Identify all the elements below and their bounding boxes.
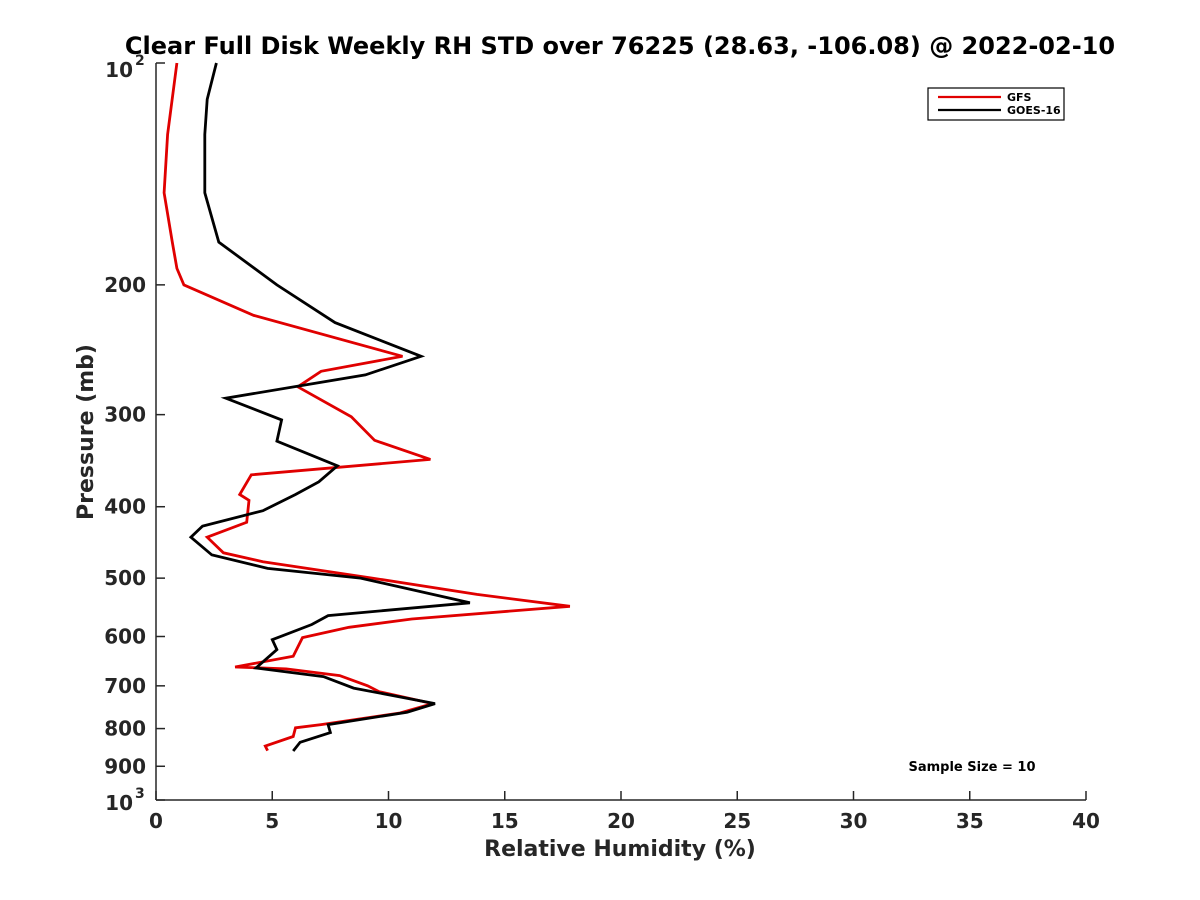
y-tick-label: 900 — [104, 754, 146, 778]
sample-size-annotation: Sample Size = 10 — [908, 760, 1035, 775]
y-tick-label: 500 — [104, 566, 146, 590]
y-tick-label: 800 — [104, 717, 146, 741]
x-tick-label: 20 — [607, 809, 635, 833]
x-tick-label: 5 — [265, 809, 279, 833]
y-tick-top-exp: 2 — [135, 53, 145, 69]
y-axis-label: Pressure (mb) — [74, 344, 99, 520]
x-axis-ticks: 0 5 10 15 20 25 30 35 40 — [149, 791, 1100, 833]
y-tick-label: 700 — [104, 674, 146, 698]
y-tick-label: 300 — [104, 403, 146, 427]
x-tick-label: 30 — [840, 809, 868, 833]
y-tick-top-base: 10 — [105, 58, 133, 82]
chart-title: Clear Full Disk Weekly RH STD over 76225… — [125, 32, 1115, 60]
x-tick-label: 25 — [723, 809, 751, 833]
y-tick-label: 600 — [104, 624, 146, 648]
x-axis-label: Relative Humidity (%) — [484, 837, 756, 862]
y-tick-label-bottom: 10 3 — [105, 786, 145, 815]
legend: GFS GOES-16 — [927, 87, 1065, 121]
y-tick-bottom-base: 10 — [105, 791, 133, 815]
series-line-goes16 — [188, 62, 471, 752]
y-tick-bottom-exp: 3 — [135, 786, 145, 802]
x-tick-label: 40 — [1072, 809, 1100, 833]
x-tick-label: 0 — [149, 809, 163, 833]
legend-label-goes16: GOES-16 — [1007, 104, 1061, 117]
x-tick-label: 35 — [956, 809, 984, 833]
y-tick-label: 400 — [104, 495, 146, 519]
y-tick-label: 200 — [104, 273, 146, 297]
x-tick-label: 10 — [375, 809, 403, 833]
legend-label-gfs: GFS — [1007, 91, 1032, 104]
y-tick-label-top: 10 2 — [105, 53, 145, 82]
legend-box — [927, 87, 1065, 121]
y-axis-ticks: 200 300 400 500 600 700 800 900 — [104, 62, 165, 801]
x-tick-label: 15 — [491, 809, 519, 833]
series-layer — [162, 62, 571, 752]
